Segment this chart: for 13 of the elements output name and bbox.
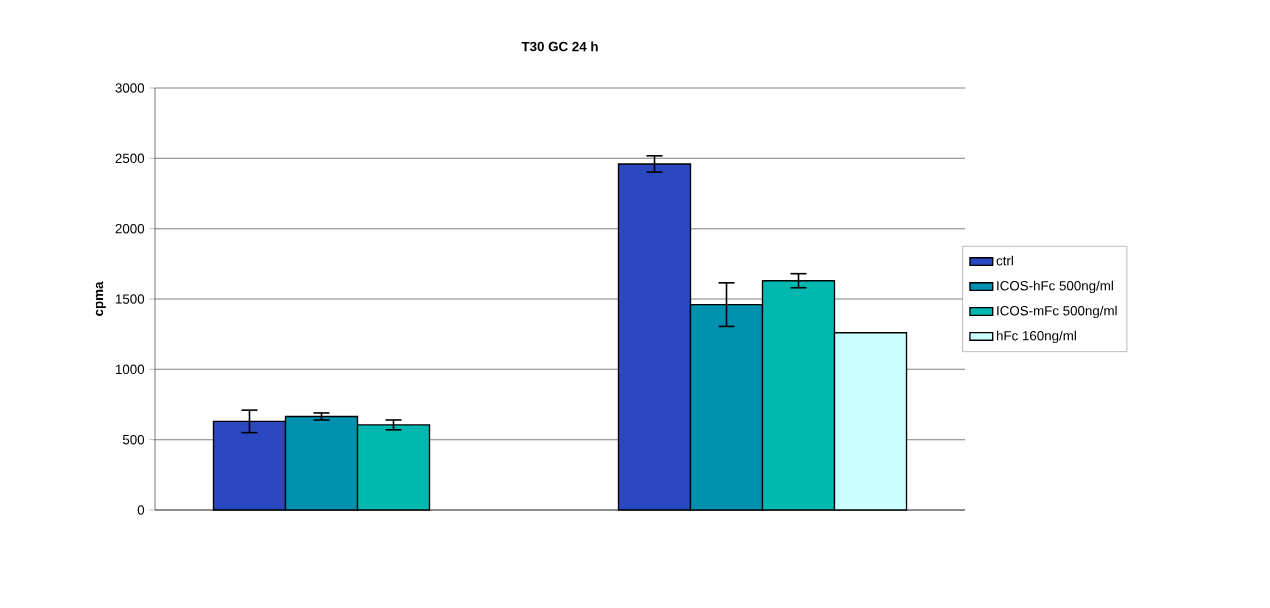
y-tick-label: 500 (122, 434, 145, 445)
y-axis-title: cpma (95, 281, 106, 316)
chart-title: T30 GC 24 h (521, 41, 598, 52)
y-tick-label: 2500 (115, 153, 145, 164)
legend-label: hFc 160ng/ml (996, 330, 1076, 344)
y-tick-label: 0 (137, 505, 145, 515)
legend-label: ctrl (996, 255, 1013, 266)
y-tick-label: 3000 (115, 83, 145, 93)
legend-label: ICOS-hFc 500ng/ml (997, 280, 1113, 294)
y-tick-label: 1500 (115, 294, 145, 304)
legend-label: ICOS-mFc 500ng/ml (997, 305, 1117, 319)
y-tick-label: 2000 (115, 223, 145, 234)
y-tick-label: 1000 (115, 364, 145, 375)
